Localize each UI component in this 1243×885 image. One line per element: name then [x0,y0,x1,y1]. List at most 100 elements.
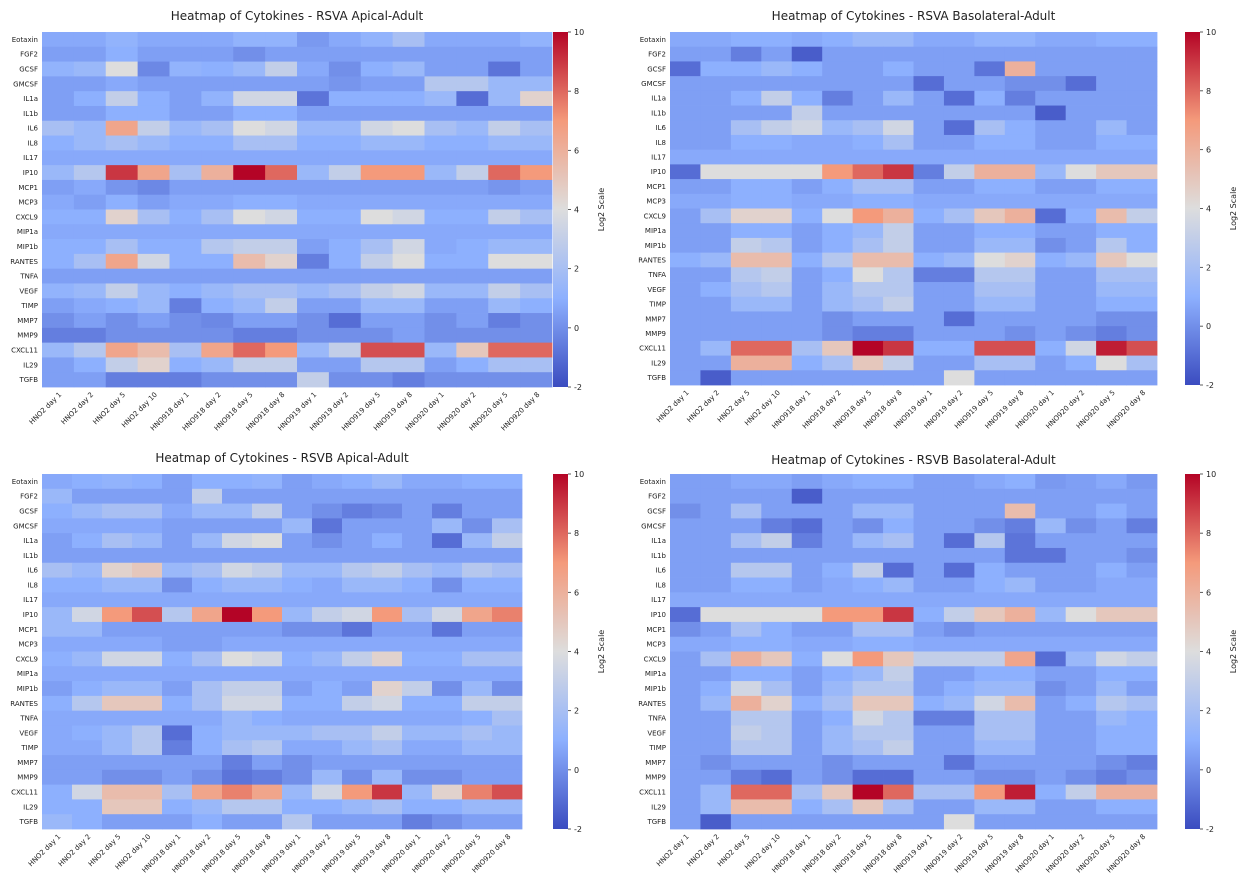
heatmap-cell [700,32,732,48]
heatmap-cell [1096,651,1127,667]
heatmap-cell [791,666,823,682]
heatmap-cell [730,340,762,356]
heatmap-cell [297,150,330,166]
heatmap-cell [852,193,884,209]
heatmap-cell [105,32,139,48]
heatmap-cell [852,164,884,180]
chart-title: Heatmap of Cytokines - RSVB Basolateral-… [771,453,1056,467]
heatmap-cell [102,681,133,697]
heatmap-cell [137,283,170,299]
heatmap-cell [974,592,1006,608]
heatmap-cell [252,577,283,593]
heatmap-cell [492,799,523,815]
heatmap-cell [700,725,732,741]
heatmap-cell [72,710,103,726]
heatmap-cell [791,252,823,268]
heatmap-cell [520,283,553,299]
heatmap-cell [162,488,193,504]
heatmap-cell [424,150,457,166]
heatmap-cell [282,488,313,504]
row-label: CXCL9 [16,213,38,221]
heatmap-cell [520,61,553,77]
heatmap-cell [852,577,884,593]
heatmap-cell [1065,636,1097,652]
heatmap-cell [1035,61,1067,77]
heatmap-cell [402,592,433,608]
heatmap-cell [372,518,403,534]
heatmap-cell [913,547,945,564]
heatmap-cell [72,621,103,638]
heatmap-cell [520,224,553,240]
heatmap-cell [233,283,266,299]
heatmap-cell [105,165,139,181]
colorbar-tick-label: 0 [1206,766,1211,775]
heatmap-cell [1126,252,1158,268]
heatmap-cell [222,592,253,608]
heatmap-cell [72,695,103,712]
colorbar [1185,32,1200,385]
heatmap-cell [162,474,193,490]
heatmap-cell [222,533,253,549]
heatmap-cell [1035,311,1067,327]
heatmap-cell [1126,282,1158,298]
heatmap-cell [132,710,163,726]
heatmap-cell [913,237,945,254]
heatmap-cell [974,740,1006,756]
row-label: IL1a [23,537,38,545]
heatmap-cell [360,76,394,92]
heatmap-cell [1096,134,1127,151]
heatmap-cell [328,32,362,48]
heatmap-cell [169,224,202,240]
heatmap-cell [192,695,223,712]
heatmap-cell [372,740,403,756]
heatmap-cell [943,76,975,92]
heatmap-cell [852,666,884,682]
heatmap-cell [852,311,884,327]
heatmap-cell [883,607,914,623]
heatmap-cell [1035,105,1067,121]
heatmap-cell [974,90,1006,106]
row-label: IL1b [23,552,38,560]
heatmap-cell [913,105,945,121]
heatmap-cell [297,61,330,77]
heatmap-cell [520,253,553,270]
heatmap-cell [943,710,975,726]
heatmap-cell [233,372,266,388]
heatmap-cell [791,710,823,726]
heatmap-cell [700,636,732,652]
heatmap-cell [222,666,253,682]
heatmap-cell [342,518,373,534]
heatmap-cell [1096,90,1127,106]
heatmap-cell [1035,814,1067,830]
heatmap-cell [883,518,914,534]
heatmap-cell [822,518,854,534]
colorbar-tick-label: 4 [574,206,579,215]
heatmap-cell [488,342,521,358]
heatmap-cell [488,283,521,299]
heatmap-cell [730,533,762,549]
row-label: GCSF [19,507,38,515]
heatmap-cell [137,239,170,255]
heatmap-cell [492,503,523,519]
heatmap-cell [201,253,234,270]
row-label: IL6 [656,567,667,575]
heatmap-cell [297,239,330,255]
heatmap-cell [883,533,914,549]
row-label: MIP1b [645,685,667,693]
heatmap-cell [913,562,945,578]
heatmap-cell [670,76,701,92]
heatmap-cell [700,237,732,254]
row-label: TIMP [648,301,666,309]
heatmap-cell [1065,370,1097,386]
row-label: MIP1a [645,670,666,678]
heatmap-cell [852,76,884,92]
heatmap-cell [73,327,107,344]
heatmap-cell [791,799,823,815]
heatmap-cell [943,340,975,356]
heatmap-cell [1004,237,1036,254]
heatmap-cell [162,503,193,519]
heatmap-cell [233,357,266,373]
heatmap-cell [1035,621,1067,638]
heatmap-cell [791,636,823,652]
heatmap-cell [1096,636,1127,652]
